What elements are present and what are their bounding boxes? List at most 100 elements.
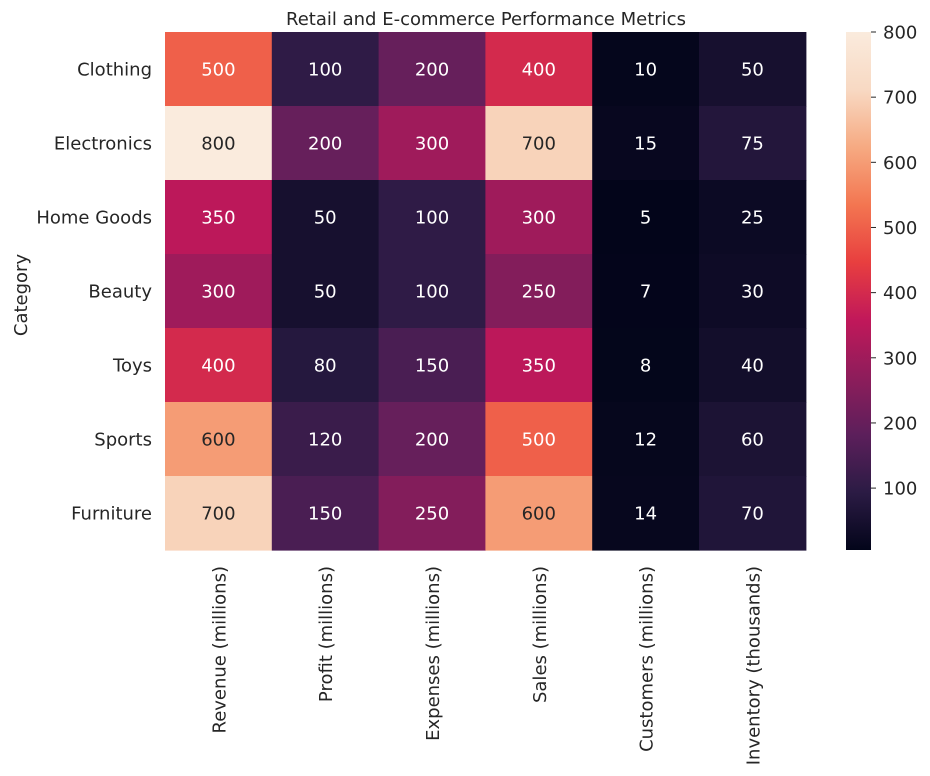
row-label-toys: Toys [112,356,152,377]
cell-value-label: 400 [522,60,556,81]
cell-value-label: 75 [741,134,764,155]
cell-value-label: 12 [634,430,657,451]
heatmap-cell-electronics-revenue-millions [165,106,273,181]
heatmap-cell-clothing-inventory-thousands [699,32,807,107]
cell-value-label: 500 [522,430,556,451]
chart-title: Retail and E-commerce Performance Metric… [286,9,686,30]
cell-value-label: 700 [201,504,235,525]
heatmap-cell-furniture-revenue-millions [165,476,273,551]
cell-value-label: 600 [522,504,556,525]
cell-value-label: 100 [308,60,342,81]
column-label-inventory-thousands: Inventory (thousands) [743,566,764,765]
colorbar-tick-label: 800 [883,23,917,44]
cell-value-label: 200 [308,134,342,155]
heatmap-cell-toys-revenue-millions [165,328,273,403]
heatmap-cell-home-goods-profit-millions [271,180,380,255]
cell-value-label: 25 [741,208,764,229]
row-label-beauty: Beauty [88,282,152,303]
cell-value-label: 60 [741,430,764,451]
cell-value-label: 300 [415,134,449,155]
heatmap-cell-furniture-expenses-millions [378,476,486,551]
heatmap-cell-home-goods-customers-millions [592,180,700,255]
colorbar-gradient [846,32,871,550]
heatmap-cell-electronics-sales-millions [485,106,593,181]
cell-value-label: 250 [522,282,556,303]
heatmap-cell-clothing-expenses-millions [378,32,486,107]
row-label-furniture: Furniture [71,504,152,525]
cell-value-label: 100 [415,208,449,229]
heatmap-cell-toys-profit-millions [271,328,380,403]
cell-value-label: 350 [201,208,235,229]
row-label-clothing: Clothing [77,60,152,81]
heatmap-cell-sports-customers-millions [592,402,700,477]
cell-value-label: 50 [314,208,337,229]
colorbar-tick-label: 400 [883,283,917,304]
heatmap-cell-electronics-inventory-thousands [699,106,807,181]
heatmap-cell-beauty-customers-millions [592,254,700,329]
heatmap-cell-electronics-profit-millions [271,106,380,181]
cell-value-label: 500 [201,60,235,81]
cell-value-label: 800 [201,134,235,155]
heatmap-cell-beauty-inventory-thousands [699,254,807,329]
heatmap-cell-furniture-customers-millions [592,476,700,551]
heatmap-cell-sports-expenses-millions [378,402,486,477]
heatmap-cell-clothing-sales-millions [485,32,593,107]
heatmap-cell-clothing-revenue-millions [165,32,273,107]
colorbar-tick-label: 600 [883,153,917,174]
colorbar: 100 200 300 400 500 600 700 800 [846,23,917,550]
cell-value-label: 10 [634,60,657,81]
row-label-home-goods: Home Goods [36,208,152,229]
heatmap-cell-sports-revenue-millions [165,402,273,477]
cell-value-label: 50 [741,60,764,81]
colorbar-tick-label: 100 [883,479,917,500]
heatmap-cell-beauty-revenue-millions [165,254,273,329]
cell-value-label: 700 [522,134,556,155]
heatmap-cell-toys-customers-millions [592,328,700,403]
cell-value-label: 100 [415,282,449,303]
column-label-revenue-millions: Revenue (millions) [209,566,230,734]
row-label-electronics: Electronics [54,134,152,155]
cell-value-label: 300 [522,208,556,229]
column-label-sales-millions: Sales (millions) [530,566,551,703]
cell-value-label: 200 [415,60,449,81]
cell-value-label: 40 [741,356,764,377]
column-labels: Revenue (millions) Profit (millions) Expen… [209,566,764,765]
heatmap-cell-electronics-expenses-millions [378,106,486,181]
heatmap-cell-beauty-sales-millions [485,254,593,329]
cell-value-label: 250 [415,504,449,525]
cell-value-label: 14 [634,504,657,525]
heatmap-cell-home-goods-revenue-millions [165,180,273,255]
cell-value-label: 350 [522,356,556,377]
column-label-customers-millions: Customers (millions) [637,566,658,752]
cell-value-label: 150 [415,356,449,377]
column-label-profit-millions: Profit (millions) [316,566,337,702]
heatmap-cell-sports-sales-millions [485,402,593,477]
cell-value-label: 300 [201,282,235,303]
heatmap-cell-furniture-sales-millions [485,476,593,551]
heatmap-cell-toys-sales-millions [485,328,593,403]
cell-value-label: 30 [741,282,764,303]
cell-value-label: 200 [415,430,449,451]
cell-value-label: 50 [314,282,337,303]
cell-value-label: 120 [308,430,342,451]
row-labels: Clothing Electronics Home Goods Beauty Toys S… [36,60,152,525]
cell-value-label: 70 [741,504,764,525]
heatmap-cell-toys-inventory-thousands [699,328,807,403]
heatmap-cell-home-goods-sales-millions [485,180,593,255]
column-label-expenses-millions: Expenses (millions) [423,566,444,741]
heatmap-cell-toys-expenses-millions [378,328,486,403]
cell-value-label: 8 [640,356,651,377]
row-label-sports: Sports [94,430,152,451]
heatmap-cell-sports-profit-millions [271,402,380,477]
heatmap-cell-electronics-customers-millions [592,106,700,181]
heatmap-cell-clothing-customers-millions [592,32,700,107]
colorbar-tick-label: 300 [883,348,917,369]
heatmap-cell-beauty-expenses-millions [378,254,486,329]
heatmap-cell-furniture-profit-millions [271,476,380,551]
cell-value-label: 7 [640,282,651,303]
heatmap-cell-home-goods-expenses-millions [378,180,486,255]
heatmap-cell-furniture-inventory-thousands [699,476,807,551]
heatmap-cell-beauty-profit-millions [271,254,380,329]
cell-value-label: 400 [201,356,235,377]
